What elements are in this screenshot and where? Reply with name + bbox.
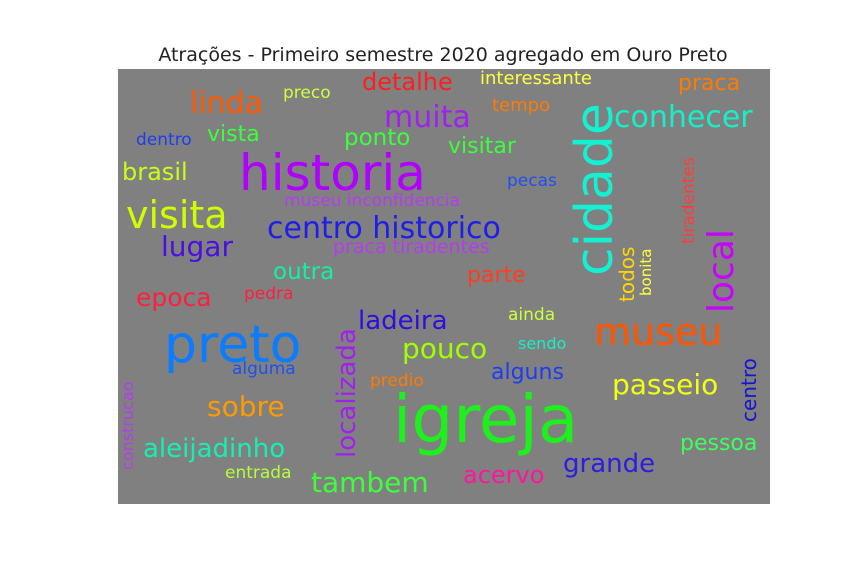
word-centro: centro: [737, 358, 761, 422]
word-ponto: ponto: [344, 125, 410, 151]
word-museu: museu: [594, 310, 722, 354]
word-entrada: entrada: [225, 463, 292, 483]
word-epoca: epoca: [136, 283, 212, 312]
word-tambem: tambem: [311, 466, 429, 499]
word-alguns: alguns: [491, 360, 564, 385]
word-pessoa: pessoa: [680, 431, 757, 456]
word-igreja: igreja: [393, 381, 578, 458]
word-preco: preco: [283, 83, 331, 103]
word-visita: visita: [126, 193, 228, 237]
word-tiradentes: tiradentes: [679, 157, 699, 244]
word-cidade: cidade: [565, 103, 625, 276]
word-conhecer: conhecer: [614, 100, 753, 135]
word-brasil: brasil: [122, 158, 188, 186]
word-pouco: pouco: [402, 332, 487, 365]
word-praca-tiradentes: praca tiradentes: [333, 236, 490, 258]
word-passeio: passeio: [612, 368, 718, 401]
word-detalhe: detalhe: [362, 68, 453, 96]
word-sendo: sendo: [518, 334, 566, 353]
word-aleijadinho: aleijadinho: [143, 434, 285, 464]
word-preto: preto: [164, 315, 301, 375]
word-grande: grande: [563, 449, 655, 479]
word-muita: muita: [384, 100, 471, 135]
word-outra: outra: [273, 259, 334, 285]
word-dentro: dentro: [136, 130, 192, 150]
word-pedra: pedra: [244, 284, 293, 304]
chart-title: Atrações - Primeiro semestre 2020 agrega…: [158, 44, 728, 66]
word-ainda: ainda: [508, 305, 555, 325]
word-museu-inconfidencia: museu inconfidencia: [284, 191, 460, 211]
word-localizada: localizada: [332, 328, 362, 458]
word-vista: vista: [207, 122, 260, 147]
word-centro-historico: centro historico: [267, 211, 501, 246]
word-bonita: bonita: [637, 249, 655, 296]
word-tempo: tempo: [492, 95, 550, 116]
word-praca: praca: [678, 71, 740, 96]
word-predio: predio: [370, 371, 424, 391]
word-alguma: alguma: [232, 359, 296, 379]
word-linda: linda: [190, 86, 263, 121]
word-visitar: visitar: [448, 134, 517, 159]
word-sobre: sobre: [207, 390, 285, 423]
word-todos: todos: [615, 247, 639, 302]
word-historia: historia: [239, 144, 426, 202]
word-construcao: construcao: [118, 382, 137, 470]
word-acervo: acervo: [463, 461, 544, 489]
word-pecas: pecas: [507, 171, 557, 191]
cloud-background: [118, 69, 770, 504]
word-parte: parte: [467, 263, 526, 288]
words-layer: igreja historia preto cidade visita museu cent…: [118, 68, 761, 499]
word-interessante: interessante: [480, 68, 592, 89]
word-local: local: [701, 229, 742, 313]
word-ladeira: ladeira: [358, 306, 448, 336]
word-lugar: lugar: [161, 230, 233, 263]
